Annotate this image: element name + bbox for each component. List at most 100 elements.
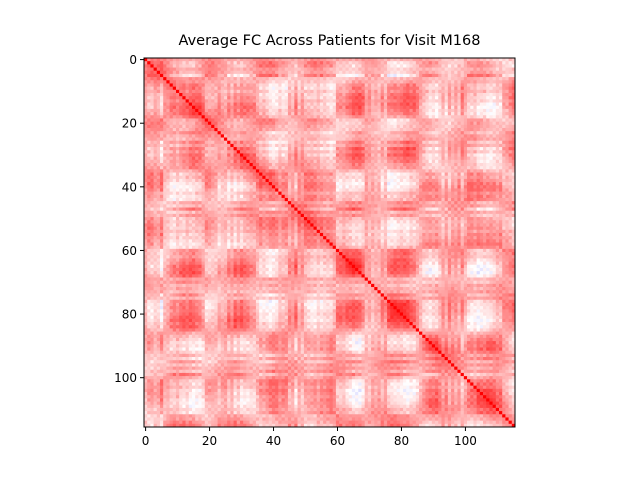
heatmap-cell (435, 140, 439, 145)
heatmap-cell (502, 124, 506, 129)
heatmap-cell (508, 105, 513, 110)
heatmap-cell (159, 143, 164, 148)
heatmap-cell (172, 102, 177, 107)
heatmap-cell (211, 86, 215, 91)
heatmap-cell (422, 118, 426, 122)
heatmap-cell (492, 143, 497, 148)
heatmap-cell (172, 89, 177, 94)
heatmap-cell (457, 156, 461, 161)
heatmap-cell (441, 143, 445, 148)
heatmap-cell (147, 83, 151, 87)
heatmap-cell (473, 92, 477, 97)
heatmap-cell (259, 137, 263, 142)
heatmap-cell (499, 147, 503, 151)
heatmap-cell (281, 156, 286, 161)
heatmap-cell (316, 137, 321, 142)
heatmap-cell (511, 137, 516, 142)
heatmap-cell (153, 112, 158, 116)
heatmap-cell (294, 178, 298, 183)
heatmap-cell (406, 77, 410, 81)
heatmap-cell (185, 127, 190, 132)
heatmap-cell (345, 89, 350, 94)
heatmap-cell (470, 127, 474, 132)
heatmap-cell (191, 172, 196, 177)
heatmap-cell (291, 147, 295, 151)
heatmap-cell (271, 140, 276, 145)
heatmap-cell (374, 134, 378, 138)
heatmap-cell (233, 108, 238, 113)
heatmap-cell (204, 115, 209, 119)
heatmap-cell (399, 127, 404, 132)
heatmap-cell (195, 127, 199, 132)
heatmap-cell (406, 185, 410, 189)
heatmap-cell (313, 131, 318, 135)
heatmap-cell (431, 137, 436, 142)
heatmap-cell (159, 169, 164, 173)
heatmap-cell (399, 156, 404, 161)
heatmap-cell (239, 121, 244, 126)
heatmap-cell (294, 156, 298, 161)
heatmap-cell (300, 131, 305, 135)
heatmap-cell (348, 178, 353, 183)
heatmap-cell (479, 80, 484, 84)
heatmap-cell (259, 70, 263, 75)
heatmap-cell (326, 134, 330, 138)
heatmap-cell (390, 108, 394, 113)
heatmap-cell (486, 124, 490, 129)
heatmap-cell (454, 58, 458, 62)
heatmap-cell (479, 108, 484, 113)
heatmap-cell (444, 77, 449, 81)
heatmap-cell (236, 127, 241, 132)
heatmap-cell (239, 92, 244, 97)
heatmap-cell (207, 175, 212, 180)
heatmap-cell (329, 92, 334, 97)
heatmap-cell (172, 73, 177, 78)
heatmap-cell (265, 73, 270, 78)
heatmap-cell (396, 185, 401, 189)
heatmap-cell (252, 156, 257, 161)
heatmap-cell (361, 105, 366, 110)
heatmap-cell (211, 99, 215, 103)
heatmap-cell (435, 182, 439, 186)
heatmap-cell (431, 143, 436, 148)
heatmap-cell (396, 169, 401, 173)
heatmap-cell (287, 188, 292, 192)
heatmap-cell (268, 58, 273, 62)
heatmap-cell (399, 99, 404, 103)
heatmap-cell (179, 166, 183, 170)
heatmap-cell (239, 153, 244, 157)
heatmap-cell (419, 162, 423, 167)
heatmap-cell (243, 150, 247, 154)
heatmap-cell (511, 159, 516, 164)
heatmap-cell (495, 175, 500, 180)
heatmap-cell (489, 185, 493, 189)
heatmap-cell (499, 102, 503, 107)
heatmap-cell (499, 182, 503, 186)
heatmap-cell (172, 172, 177, 177)
heatmap-cell (195, 182, 199, 186)
heatmap-cell (150, 73, 154, 78)
heatmap-cell (316, 61, 321, 65)
heatmap-cell (476, 105, 481, 110)
heatmap-cell (166, 105, 170, 110)
heatmap-cell (399, 115, 404, 119)
heatmap-cell (457, 169, 461, 173)
heatmap-cell (195, 191, 199, 196)
heatmap-cell (185, 150, 190, 154)
heatmap-cell (422, 169, 426, 173)
heatmap-cell (239, 178, 244, 183)
heatmap-cell (166, 127, 170, 132)
heatmap-cell (195, 89, 199, 94)
heatmap-cell (441, 108, 445, 113)
heatmap-cell (287, 96, 292, 100)
heatmap-cell (185, 61, 190, 65)
heatmap-cell (390, 96, 394, 100)
heatmap-cell (214, 80, 218, 84)
heatmap-cell (348, 156, 353, 161)
heatmap-cell (159, 115, 164, 119)
heatmap-cell (287, 121, 292, 126)
heatmap-cell (262, 147, 266, 151)
heatmap-cell (355, 64, 359, 68)
heatmap-cell (399, 92, 404, 97)
heatmap-cell (463, 73, 468, 78)
